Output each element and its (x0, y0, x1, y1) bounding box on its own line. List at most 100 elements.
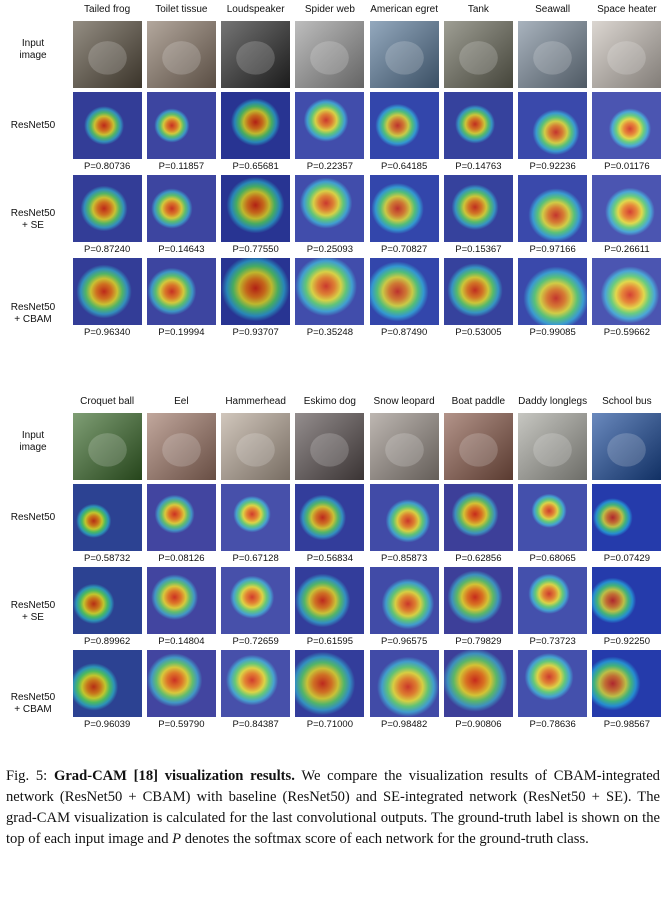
gradcam-heatmap (369, 175, 439, 242)
photo-graphic (443, 413, 513, 480)
heatmap-graphic (592, 650, 662, 717)
heatmap-cell: P=0.08126 (144, 483, 218, 566)
softmax-score: P=0.68065 (529, 553, 576, 564)
heatmap-cell: P=0.79829 (441, 566, 515, 649)
photo-graphic (295, 21, 365, 88)
heatmap-graphic (518, 567, 588, 634)
class-label: Hammerhead (225, 396, 286, 407)
gradcam-heatmap (146, 258, 216, 325)
softmax-score: P=0.15367 (455, 244, 502, 255)
input-photo (146, 21, 216, 88)
heatmap-cell: P=0.35248 (293, 257, 367, 340)
row-label-line: ResNet50 (10, 600, 56, 611)
class-label: Eel (174, 396, 189, 407)
input-image-cell (367, 412, 441, 483)
heatmap-graphic (518, 650, 588, 717)
heatmap-graphic (369, 92, 439, 159)
gradcam-heatmap (72, 92, 142, 159)
photo-graphic (518, 413, 588, 480)
gradcam-heatmap (295, 175, 365, 242)
heatmap-graphic (443, 92, 513, 159)
class-header-row: Tailed frog Toilet tissue Loudspeaker Sp… (70, 0, 664, 20)
row-label-line: ResNet50 (10, 302, 56, 313)
heatmap-cell: P=0.70827 (367, 174, 441, 257)
gradcam-heatmap (443, 484, 513, 551)
softmax-symbol: P (172, 831, 182, 847)
photo-graphic (443, 21, 513, 88)
resnet50-row: P=0.58732 P=0.08126 P=0.67128 P=0.56834 P=0.… (70, 483, 664, 566)
figure-panel-top: Input image ResNet50 ResNet50 + SE ResNet5… (0, 0, 667, 382)
softmax-score: P=0.99085 (529, 327, 576, 338)
gradcam-heatmap (443, 258, 513, 325)
input-image-cell (590, 20, 664, 91)
heatmap-graphic (72, 484, 142, 551)
class-label: Boat paddle (451, 396, 506, 407)
input-image-row (70, 20, 664, 91)
gradcam-heatmap (295, 567, 365, 634)
heatmap-cell: P=0.99085 (516, 257, 590, 340)
row-label-resnet50-se: ResNet50 + SE (0, 600, 66, 624)
row-label-resnet50-cbam: ResNet50 + CBAM (0, 302, 66, 326)
photo-graphic (369, 21, 439, 88)
heatmap-graphic (592, 258, 662, 325)
row-label-line: ResNet50 (10, 120, 56, 131)
softmax-score: P=0.58732 (84, 553, 131, 564)
row-label-line: image (19, 442, 47, 453)
heatmap-graphic (72, 567, 142, 634)
row-label-line: + SE (22, 612, 44, 623)
heatmap-cell: P=0.96340 (70, 257, 144, 340)
input-image-row (70, 412, 664, 483)
gradcam-heatmap (221, 650, 291, 717)
class-label: Tailed frog (84, 4, 131, 15)
heatmap-graphic (592, 92, 662, 159)
softmax-score: P=0.71000 (306, 719, 353, 730)
heatmap-graphic (72, 258, 142, 325)
softmax-score: P=0.01176 (604, 161, 650, 172)
heatmap-graphic (221, 484, 291, 551)
heatmap-cell: P=0.25093 (293, 174, 367, 257)
softmax-score: P=0.89962 (84, 636, 131, 647)
heatmap-graphic (592, 567, 662, 634)
row-label-line: + SE (22, 220, 44, 231)
heatmap-cell: P=0.77550 (219, 174, 293, 257)
gradcam-heatmap (518, 567, 588, 634)
input-photo (221, 413, 291, 480)
gradcam-heatmap (146, 92, 216, 159)
softmax-score: P=0.87240 (84, 244, 131, 255)
softmax-score: P=0.14763 (455, 161, 502, 172)
heatmap-cell: P=0.61595 (293, 566, 367, 649)
softmax-score: P=0.73723 (529, 636, 576, 647)
heatmap-cell: P=0.14643 (144, 174, 218, 257)
softmax-score: P=0.14804 (158, 636, 205, 647)
heatmap-graphic (221, 258, 291, 325)
heatmap-cell: P=0.78636 (516, 649, 590, 732)
heatmap-graphic (146, 484, 216, 551)
heatmap-graphic (443, 484, 513, 551)
caption-text-end: denotes the softmax score of each networ… (184, 831, 589, 847)
gradcam-heatmap (518, 650, 588, 717)
gradcam-heatmap (369, 567, 439, 634)
heatmap-graphic (443, 258, 513, 325)
heatmap-cell: P=0.90806 (441, 649, 515, 732)
heatmap-cell: P=0.84387 (219, 649, 293, 732)
row-label-line: ResNet50 (10, 512, 56, 523)
input-photo (592, 413, 662, 480)
caption-text: We compare the visualization results of … (6, 768, 660, 847)
heatmap-graphic (221, 92, 291, 159)
softmax-score: P=0.92236 (529, 161, 576, 172)
input-image-cell (70, 20, 144, 91)
gradcam-heatmap (369, 484, 439, 551)
softmax-score: P=0.90806 (455, 719, 502, 730)
row-label-resnet50-cbam: ResNet50 + CBAM (0, 692, 66, 716)
softmax-score: P=0.93707 (232, 327, 279, 338)
input-photo (295, 413, 365, 480)
heatmap-graphic (518, 175, 588, 242)
input-image-cell (70, 412, 144, 483)
heatmap-graphic (518, 484, 588, 551)
heatmap-cell: P=0.92250 (590, 566, 664, 649)
input-photo (443, 21, 513, 88)
heatmap-graphic (295, 92, 365, 159)
resnet50-se-row: P=0.89962 P=0.14804 P=0.72659 P=0.61595 P=0.… (70, 566, 664, 649)
photo-graphic (369, 413, 439, 480)
softmax-score: P=0.59790 (158, 719, 205, 730)
